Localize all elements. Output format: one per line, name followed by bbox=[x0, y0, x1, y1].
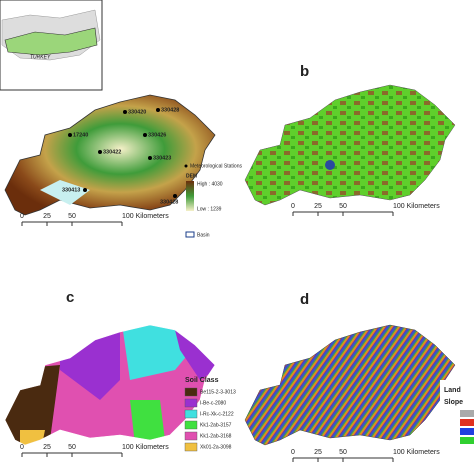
panel-b: b 0 25 50 100 Kilometers bbox=[244, 63, 456, 216]
scale-label: 100 Kilometers bbox=[393, 203, 440, 210]
land-use-map bbox=[244, 84, 456, 206]
legend-title: Land bbox=[444, 387, 461, 394]
legend-low: Low : 1239 bbox=[197, 206, 222, 212]
scale-label: 0 bbox=[20, 444, 24, 451]
station-label: 330428 bbox=[160, 199, 178, 205]
legend-label: I-Rc-Xk-c-2122 bbox=[200, 411, 234, 417]
scale-label: 50 bbox=[339, 449, 347, 456]
station bbox=[173, 194, 177, 198]
legend-swatch bbox=[460, 428, 474, 435]
legend-swatch bbox=[184, 442, 198, 452]
legend-swatch bbox=[184, 387, 198, 397]
scale-label: 100 Kilometers bbox=[122, 213, 169, 220]
legend-swatch bbox=[184, 398, 198, 408]
dem-ramp bbox=[186, 181, 194, 211]
legend-swatch bbox=[460, 419, 474, 426]
legend-subtitle: Slope bbox=[444, 399, 463, 406]
legend-swatch bbox=[460, 437, 474, 444]
legend-label: Xk01-2a-3098 bbox=[200, 444, 232, 450]
soil-region bbox=[130, 400, 165, 445]
station bbox=[143, 133, 147, 137]
turkey bbox=[4, 27, 98, 56]
panel-label: b bbox=[300, 63, 309, 80]
scale-bar: 0 25 50 100 Kilometers bbox=[291, 449, 440, 462]
scale-bar: 0 25 50 100 Kilometers bbox=[291, 203, 440, 216]
scale-label: 25 bbox=[43, 213, 51, 220]
stations: 330420 330428 330426 17240 330422 330423… bbox=[62, 107, 179, 205]
scale-label: 0 bbox=[291, 203, 295, 210]
station bbox=[123, 110, 127, 114]
scale-bar: 0 25 50 100 Kilometers bbox=[20, 213, 169, 226]
station-label: 17240 bbox=[73, 132, 88, 138]
station bbox=[148, 156, 152, 160]
water-body bbox=[325, 160, 335, 170]
panel-d: d Land Slope 0 25 50 100 Kilometers bbox=[244, 291, 474, 462]
legend-basin: Basin bbox=[197, 232, 210, 238]
panel-label: d bbox=[300, 291, 309, 308]
lowland bbox=[40, 180, 90, 205]
station bbox=[68, 133, 72, 137]
scale-label: 50 bbox=[68, 213, 76, 220]
scale-label: 25 bbox=[43, 444, 51, 451]
legend-label: I-Be-c-2080 bbox=[200, 400, 226, 406]
station-label: 330413 bbox=[62, 187, 80, 193]
legend-stations: Meteorological Stations bbox=[190, 163, 242, 169]
panel-a: TURKEY 330420 330428 330426 17240 330422… bbox=[0, 0, 242, 238]
scale-label: 25 bbox=[314, 449, 322, 456]
legend-dem: DEM bbox=[186, 173, 197, 179]
legend-swatch bbox=[184, 420, 198, 430]
scale-label: 100 Kilometers bbox=[122, 444, 169, 451]
station-label: 330426 bbox=[148, 132, 166, 138]
legend-station-symbol bbox=[184, 164, 188, 168]
legend-high: High : 4030 bbox=[197, 181, 223, 187]
station bbox=[98, 150, 102, 154]
legend-label: Kk1-2ab-3168 bbox=[200, 433, 232, 439]
station-label: 330422 bbox=[103, 149, 121, 155]
legend: Be115-2-3-3013 I-Be-c-2080 I-Rc-Xk-c-2122 K… bbox=[184, 387, 236, 452]
legend-swatch bbox=[184, 409, 198, 419]
scale-label: 50 bbox=[68, 444, 76, 451]
station-label: 330428 bbox=[161, 107, 179, 113]
scale-label: 100 Kilometers bbox=[393, 449, 440, 456]
legend-title: Soil Class bbox=[185, 377, 219, 384]
panel-c: c Soil Class Be115-2-3-3013 I-Be-c-2080 I-… bbox=[4, 289, 236, 457]
scale-bar: 0 25 50 100 Kilometers bbox=[20, 444, 169, 457]
legend-label: Kk1-2ab-3157 bbox=[200, 422, 232, 428]
legend-swatch bbox=[184, 431, 198, 441]
inset-label: TURKEY bbox=[30, 54, 51, 60]
station bbox=[83, 188, 87, 192]
station-label: 330423 bbox=[153, 155, 171, 161]
scale-label: 0 bbox=[20, 213, 24, 220]
panel-label: c bbox=[66, 289, 74, 306]
slope-map bbox=[244, 324, 456, 446]
basin-symbol bbox=[185, 231, 195, 238]
scale-label: 0 bbox=[291, 449, 295, 456]
legend-label: Be115-2-3-3013 bbox=[200, 389, 236, 395]
scale-label: 50 bbox=[339, 203, 347, 210]
legend-swatch bbox=[460, 410, 474, 417]
station bbox=[156, 108, 160, 112]
station-label: 330420 bbox=[128, 109, 146, 115]
scale-label: 25 bbox=[314, 203, 322, 210]
